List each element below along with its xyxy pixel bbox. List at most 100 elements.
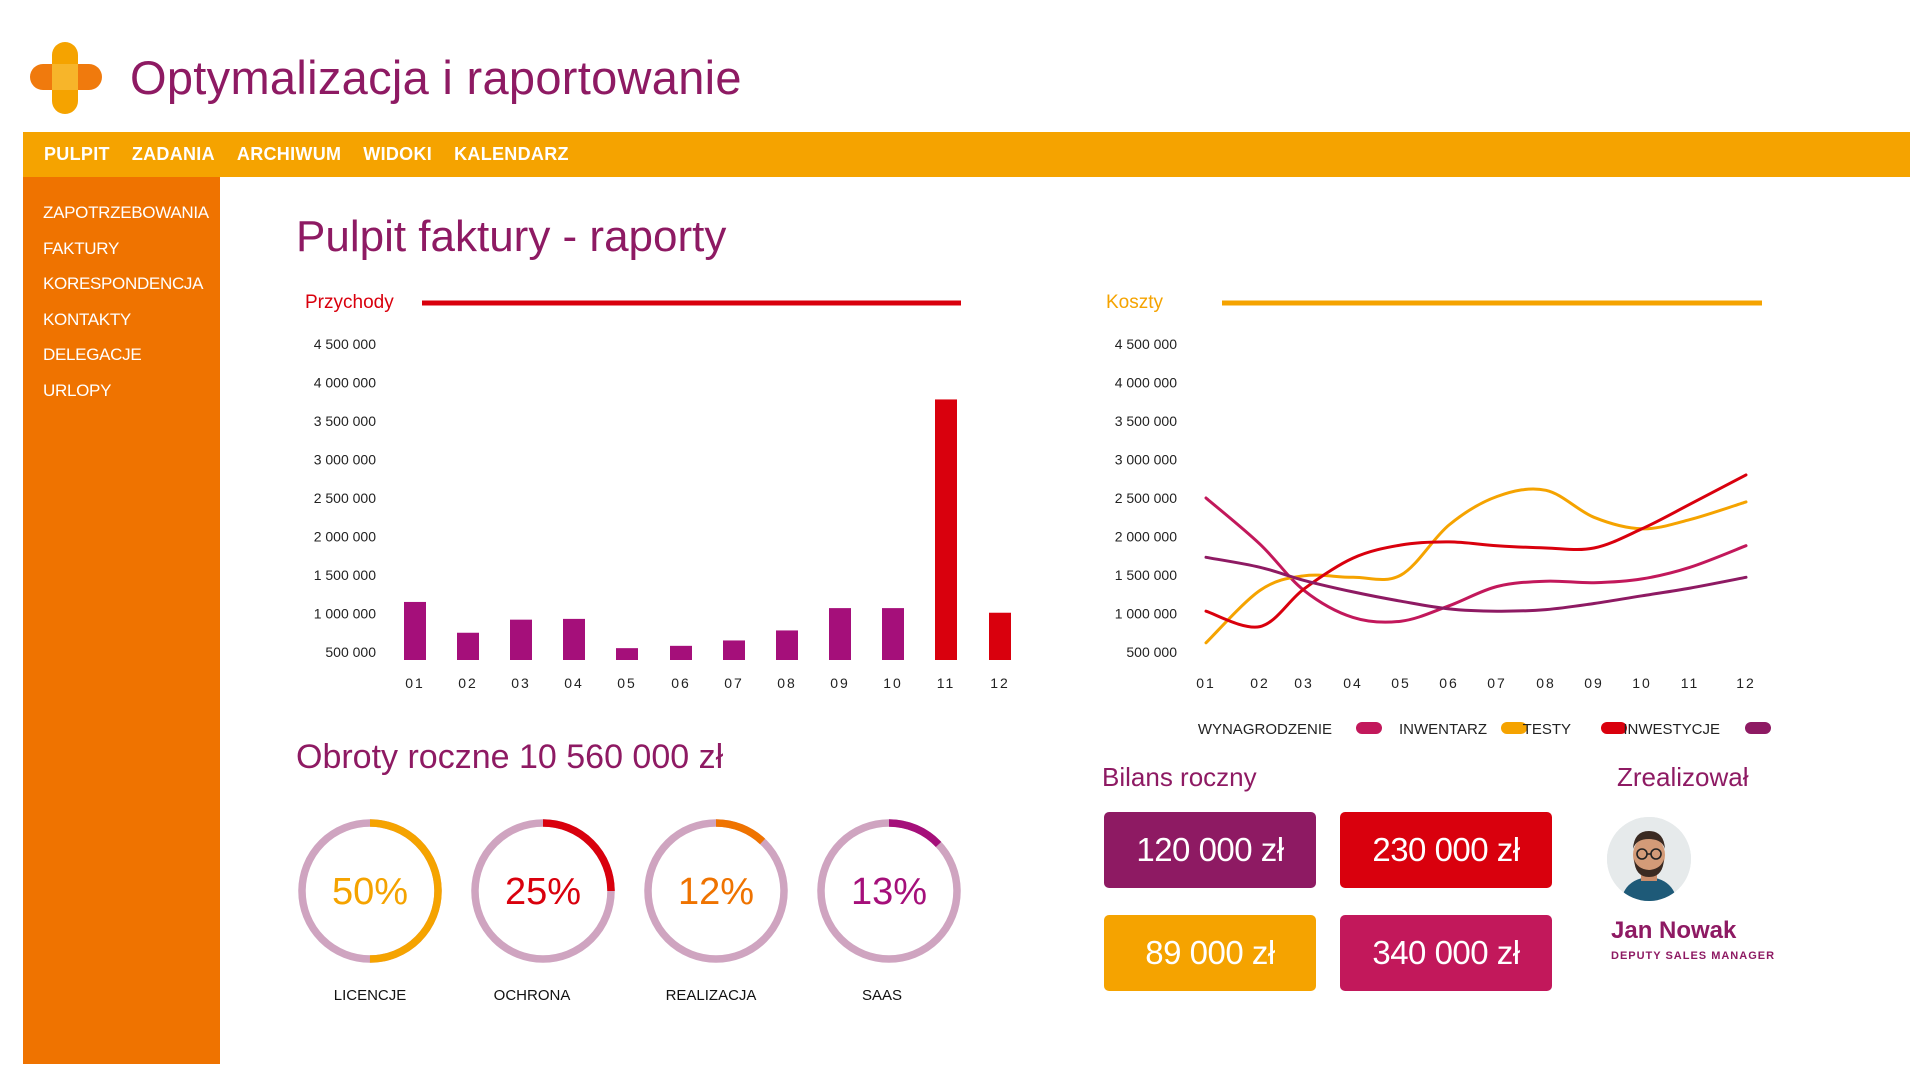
donut-label-saas: SAAS [861,987,903,1004]
y-tick-label: 4 500 000 [314,336,376,352]
y-tick-label: 3 000 000 [1115,452,1177,468]
bilans-box-1: 120 000 zł [1104,812,1316,888]
person-role: DEPUTY SALES MANAGER [1611,950,1776,962]
bar-08 [776,630,798,660]
y-tick-label: 1 000 000 [314,606,376,622]
legend-swatch [1501,722,1527,734]
legend-swatch [1356,722,1382,734]
series-line-testy [1204,473,1748,629]
x-tick-label: 05 [1391,675,1411,691]
x-tick-label: 02 [458,675,478,691]
nav-item-kalendarz[interactable]: KALENDARZ [454,144,569,164]
y-tick-label: 2 000 000 [314,529,376,545]
x-tick-label: 10 [883,675,903,691]
y-tick-label: 3 000 000 [314,452,376,468]
series-line-inwentarz [1204,487,1748,645]
user-avatar-icon [1607,817,1691,901]
x-tick-label: 01 [1196,675,1216,691]
donut-label-licencje: LICENCJE [333,987,407,1004]
x-tick-label: 03 [511,675,531,691]
person-name: Jan Nowak [1611,917,1737,944]
legend-label: TESTY [1523,721,1571,738]
donut-percent: 50% [332,871,408,913]
y-tick-label: 2 000 000 [1115,529,1177,545]
bilans-title: Bilans roczny [1102,762,1257,792]
y-tick-label: 4 000 000 [314,375,376,391]
legend-label: INWESTYCJE [1623,721,1720,738]
x-tick-label: 04 [564,675,584,691]
x-tick-label: 08 [1536,675,1556,691]
donut-percent: 12% [678,871,754,913]
nav-item-pulpit[interactable]: PULPIT [44,144,110,164]
legend-label: WYNAGRODZENIE [1198,721,1332,738]
x-tick-label: 01 [405,675,425,691]
y-tick-label: 1 500 000 [1115,567,1177,583]
donut-arc-realizacja [644,819,788,963]
y-tick-label: 500 000 [325,644,376,660]
donut-label-ochrona: OCHRONA [493,987,571,1004]
x-tick-label: 09 [830,675,850,691]
donut-arc-saas [817,819,961,963]
sidebar-item-faktury[interactable]: FAKTURY [43,238,119,258]
x-tick-label: 04 [1343,675,1363,691]
legend-swatch [1601,722,1627,734]
x-tick-label: 08 [777,675,797,691]
y-tick-label: 4 000 000 [1115,375,1177,391]
nav-item-widoki[interactable]: WIDOKI [363,144,433,164]
obroty-value: 10 560 000 zł [518,738,724,776]
app-title: Optymalizacja i raportowanie [130,51,742,104]
sidebar-item-urlopy[interactable]: URLOPY [43,380,112,400]
top-navigation: PULPIT ZADANIA ARCHIWUM WIDOKI KALENDARZ [23,132,1910,177]
bar-04 [563,618,585,660]
x-tick-label: 03 [1294,675,1314,691]
x-tick-label: 06 [1439,675,1459,691]
zrealizowal-title: Zrealizował [1617,762,1749,792]
y-tick-label: 3 500 000 [314,413,376,429]
avatar [1607,817,1691,901]
obroty-title: Obroty roczne 10 560 000 zł [296,738,723,777]
chart-title-koszty: Koszty [1106,292,1164,313]
nav-item-zadania[interactable]: ZADANIA [131,144,215,164]
x-tick-label: 10 [1632,675,1652,691]
donut-percent: 13% [851,871,927,913]
bar-10 [882,608,904,660]
page-title: Pulpit faktury - raporty [296,212,727,261]
y-tick-label: 3 500 000 [1115,413,1177,429]
obroty-label: Obroty roczne [296,738,510,776]
bar-01 [404,601,426,660]
bilans-box-3: 89 000 zł [1104,915,1316,991]
bar-07 [723,640,745,660]
bar-11 [935,399,957,660]
donut-arc-ochrona [471,819,615,963]
donut-label-realizacja: REALIZACJA [665,987,757,1004]
y-tick-label: 4 500 000 [1115,336,1177,352]
x-tick-label: 12 [1736,675,1756,691]
sidebar-item-korespondencja[interactable]: KORESPONDENCJA [43,274,204,293]
bar-12 [989,612,1011,660]
y-tick-label: 2 500 000 [1115,490,1177,506]
bilans-box-2: 230 000 zł [1340,812,1552,888]
chart-title-przychody: Przychody [305,292,394,313]
x-tick-label: 12 [990,675,1010,691]
app-header: Optymalizacja i raportowanie [0,0,1920,132]
x-tick-label: 09 [1584,675,1604,691]
sidebar-item-zapotrzebowania[interactable]: ZAPOTRZEBOWANIA [43,203,209,222]
donut-percent: 25% [505,871,581,913]
x-tick-label: 11 [1681,675,1700,691]
y-tick-label: 1 000 000 [1115,606,1177,622]
series-line-inwestycje [1204,555,1748,613]
y-tick-label: 2 500 000 [314,490,376,506]
bar-03 [510,619,532,660]
x-tick-label: 05 [617,675,637,691]
bar-05 [616,648,638,660]
y-tick-label: 1 500 000 [314,567,376,583]
x-tick-label: 07 [724,675,744,691]
sidebar-item-delegacje[interactable]: DELEGACJE [43,345,142,364]
series-line-wynagrodzenie [1204,496,1748,624]
x-tick-label: 06 [671,675,691,691]
y-tick-label: 500 000 [1126,644,1177,660]
nav-item-archiwum[interactable]: ARCHIWUM [236,144,342,164]
donut-arc-licencje [298,819,442,963]
sidebar-item-kontakty[interactable]: KONTAKTY [43,309,131,329]
